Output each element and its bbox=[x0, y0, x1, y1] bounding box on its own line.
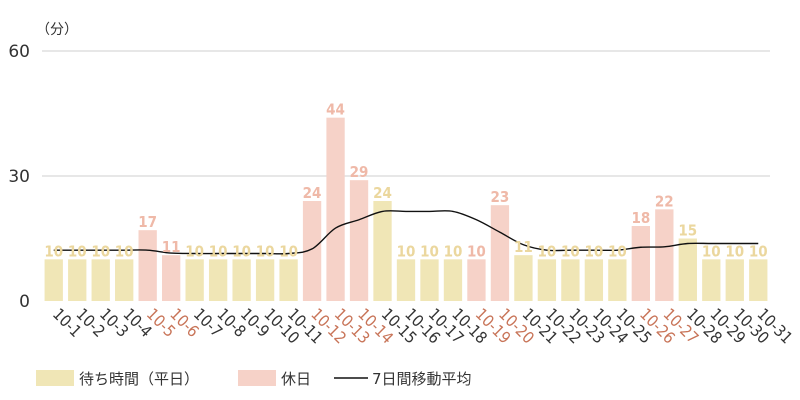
bar bbox=[655, 209, 674, 301]
bar-value-label: 10 bbox=[68, 242, 87, 260]
bar bbox=[631, 226, 650, 301]
bar-value-label: 23 bbox=[491, 188, 510, 206]
bar-value-label: 10 bbox=[44, 242, 63, 260]
bar bbox=[349, 180, 369, 301]
bar-value-label: 10 bbox=[420, 242, 439, 260]
bar bbox=[584, 259, 604, 301]
bar bbox=[185, 259, 204, 301]
bar bbox=[678, 238, 697, 301]
bar bbox=[208, 259, 228, 301]
bar-value-label: 10 bbox=[444, 242, 463, 260]
bar-value-label: 10 bbox=[91, 242, 110, 260]
bar-value-label: 10 bbox=[279, 242, 298, 260]
x-tick-labels: 10-110-210-310-410-510-610-710-810-910-1… bbox=[49, 304, 797, 347]
bar bbox=[702, 259, 721, 301]
bar-value-label: 10 bbox=[209, 242, 228, 260]
bar bbox=[396, 259, 416, 301]
bar bbox=[537, 259, 557, 301]
bar bbox=[138, 230, 157, 301]
bar bbox=[725, 259, 744, 301]
bar-value-label: 29 bbox=[350, 163, 369, 181]
bar-value-label: 10 bbox=[185, 242, 204, 260]
bar-value-label: 10 bbox=[538, 242, 557, 260]
bar bbox=[91, 259, 110, 301]
bar-value-label: 10 bbox=[397, 242, 416, 260]
bar bbox=[514, 255, 533, 301]
bar bbox=[255, 259, 275, 301]
bar-value-label: 10 bbox=[115, 242, 134, 260]
bar bbox=[279, 259, 298, 301]
bar bbox=[490, 205, 510, 301]
legend-swatch-weekday bbox=[36, 370, 74, 386]
bar-value-label: 11 bbox=[162, 238, 181, 256]
bar-value-label: 18 bbox=[631, 209, 650, 227]
moving-average-path bbox=[53, 210, 759, 255]
moving-average-line bbox=[53, 210, 759, 255]
bar-value-label: 44 bbox=[326, 101, 345, 119]
bar bbox=[162, 255, 181, 301]
legend-label-weekday: 待ち時間（平日） bbox=[79, 370, 199, 388]
bar-value-label: 15 bbox=[678, 222, 697, 240]
bar bbox=[44, 259, 63, 301]
bars bbox=[44, 117, 768, 302]
bar-value-label: 10 bbox=[749, 242, 768, 260]
bar-value-label: 10 bbox=[608, 242, 627, 260]
bar bbox=[420, 259, 439, 301]
y-tick-label: 30 bbox=[8, 167, 30, 187]
bar-value-label: 10 bbox=[725, 242, 744, 260]
legend-label-moving-average: 7日間移動平均 bbox=[372, 370, 472, 388]
bar bbox=[115, 259, 134, 301]
bar-value-label: 10 bbox=[256, 242, 275, 260]
bar bbox=[302, 201, 322, 301]
bar-value-label: 11 bbox=[514, 238, 533, 256]
bar bbox=[373, 201, 392, 301]
bar-value-label: 10 bbox=[702, 242, 721, 260]
y-axis-unit-label: （分） bbox=[36, 22, 78, 38]
y-tick-label: 60 bbox=[8, 42, 30, 62]
bar-value-label: 24 bbox=[303, 184, 322, 202]
legend-label-holiday: 休日 bbox=[281, 370, 311, 388]
bar bbox=[467, 259, 486, 301]
bar-value-label: 10 bbox=[232, 242, 251, 260]
bar-value-label: 10 bbox=[467, 242, 486, 260]
bar bbox=[232, 259, 251, 301]
bar-value-label: 24 bbox=[373, 184, 392, 202]
y-tick-label: 0 bbox=[19, 292, 30, 312]
y-tick-labels: 0 30 60 bbox=[8, 42, 30, 312]
bar bbox=[561, 259, 580, 301]
legend: 待ち時間（平日） 休日 7日間移動平均 bbox=[36, 370, 472, 388]
bar-value-label: 10 bbox=[584, 242, 603, 260]
bar-value-label: 17 bbox=[138, 213, 157, 231]
bar bbox=[326, 117, 345, 302]
grid-lines bbox=[42, 50, 770, 177]
bar-value-label: 22 bbox=[655, 192, 674, 210]
bar-value-label: 10 bbox=[561, 242, 580, 260]
bar bbox=[749, 259, 768, 301]
bar bbox=[443, 259, 463, 301]
bar bbox=[608, 259, 627, 301]
bar bbox=[68, 259, 87, 301]
legend-swatch-holiday bbox=[238, 370, 276, 386]
